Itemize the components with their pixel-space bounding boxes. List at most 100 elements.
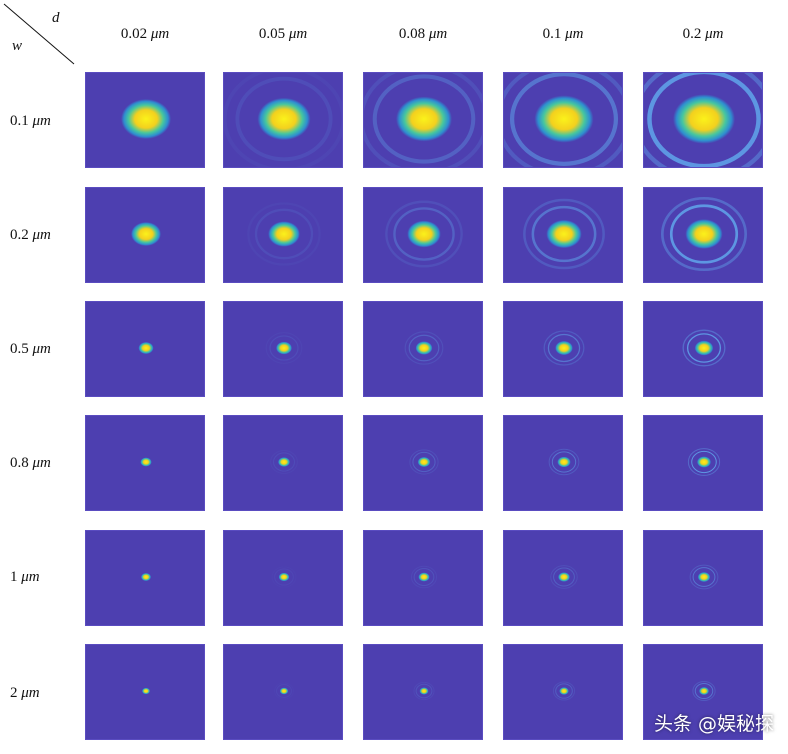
focal-spot <box>557 456 571 468</box>
diffraction-ring <box>660 196 748 272</box>
intensity-panel-r2-c4 <box>503 187 623 283</box>
diffraction-ring <box>408 334 440 362</box>
diffraction-ring <box>224 73 342 167</box>
focal-spot <box>673 94 735 144</box>
intensity-panel-r2-c2 <box>223 187 343 283</box>
intensity-panel-r5-c1 <box>85 530 205 626</box>
intensity-panel-r5-c3 <box>363 530 483 626</box>
diffraction-ring <box>404 331 444 365</box>
focal-spot <box>396 96 452 142</box>
diffraction-ring <box>509 73 619 166</box>
diffraction-ring <box>552 681 576 701</box>
diffraction-ring <box>543 330 585 366</box>
diffraction-ring <box>274 568 294 586</box>
focal-spot <box>685 219 723 249</box>
intensity-panel-r3-c3 <box>363 301 483 397</box>
intensity-panel-r4-c2 <box>223 415 343 511</box>
focal-spot <box>276 341 292 355</box>
focal-spot <box>559 687 569 695</box>
focal-spot <box>699 687 709 695</box>
focal-spot <box>268 221 300 247</box>
diffraction-ring <box>691 450 717 474</box>
focal-spot <box>279 687 289 695</box>
diffraction-ring <box>647 73 761 167</box>
diffraction-ring <box>692 567 716 587</box>
intensity-panel-r1-c3 <box>363 72 483 168</box>
diffraction-ring <box>686 333 722 363</box>
intensity-panel-r5-c5 <box>643 530 763 626</box>
diffraction-ring <box>409 449 439 475</box>
focal-spot <box>418 572 430 582</box>
corner-diagonal <box>3 3 75 65</box>
intensity-panel-r6-c5 <box>643 644 763 740</box>
focal-spot <box>555 340 573 356</box>
intensity-panel-r4-c3 <box>363 415 483 511</box>
diffraction-ring <box>274 682 294 700</box>
row-label-2: 0.2 μm <box>10 227 51 243</box>
focal-spot <box>415 341 433 355</box>
diffraction-ring <box>254 208 314 260</box>
focal-spot <box>278 457 290 467</box>
focal-spot <box>417 456 431 468</box>
diffraction-ring <box>412 451 436 473</box>
diffraction-ring <box>413 681 435 701</box>
diffraction-ring <box>270 450 298 474</box>
intensity-panel-r6-c3 <box>363 644 483 740</box>
intensity-panel-r5-c4 <box>503 530 623 626</box>
diffraction-ring <box>415 683 433 699</box>
column-header-1: 0.02 μm <box>120 26 170 42</box>
focal-spot <box>142 687 150 695</box>
diffraction-ring <box>276 684 292 698</box>
diffraction-ring <box>410 565 438 589</box>
diffraction-ring <box>523 198 605 270</box>
intensity-panel-r4-c4 <box>503 415 623 511</box>
diffraction-ring <box>687 448 721 476</box>
focal-spot <box>278 572 290 582</box>
focal-spot <box>407 220 441 248</box>
focal-spot <box>131 222 161 246</box>
intensity-panel-r2-c3 <box>363 187 483 283</box>
intensity-panel-r1-c5 <box>643 72 763 168</box>
diffraction-ring <box>531 205 597 263</box>
diffraction-ring <box>553 567 575 587</box>
column-axis-symbol: d <box>52 10 60 26</box>
intensity-panel-r3-c5 <box>643 301 763 397</box>
watermark: 头条 @娱秘探 <box>653 713 774 735</box>
diffraction-ring <box>265 332 303 364</box>
focal-spot <box>138 342 154 354</box>
row-label-3: 0.5 μm <box>10 341 51 357</box>
diffraction-ring <box>689 564 719 590</box>
intensity-panel-r3-c4 <box>503 301 623 397</box>
intensity-panel-r2-c1 <box>85 187 205 283</box>
intensity-panel-r5-c2 <box>223 530 343 626</box>
column-header-4: 0.1 μm <box>542 26 584 42</box>
focal-spot <box>534 95 594 143</box>
intensity-panel-r6-c4 <box>503 644 623 740</box>
focal-spot <box>257 97 311 141</box>
intensity-panel-r1-c4 <box>503 72 623 168</box>
diffraction-ring <box>273 452 295 472</box>
intensity-panel-r1-c1 <box>85 72 205 168</box>
column-header-3: 0.08 μm <box>398 26 448 42</box>
intensity-panel-r2-c5 <box>643 187 763 283</box>
intensity-panel-r4-c1 <box>85 415 205 511</box>
row-axis-symbol: w <box>12 38 23 54</box>
diffraction-ring <box>247 202 321 266</box>
intensity-panel-r4-c5 <box>643 415 763 511</box>
diffraction-ring <box>372 74 476 164</box>
focal-spot <box>697 456 711 468</box>
diffraction-ring <box>551 451 577 473</box>
focal-spot <box>141 573 151 581</box>
focal-spot <box>546 219 582 249</box>
diffraction-ring <box>682 329 726 367</box>
focal-spot <box>694 340 714 356</box>
focal-spot <box>697 572 711 582</box>
diffraction-ring <box>413 567 435 587</box>
focal-spot <box>419 687 429 695</box>
column-header-5: 0.2 μm <box>682 26 724 42</box>
diffraction-ring <box>393 207 455 261</box>
intensity-panel-r6-c2 <box>223 644 343 740</box>
diffraction-ring <box>547 333 581 363</box>
focal-spot <box>140 457 152 467</box>
diffraction-ring <box>548 448 580 476</box>
